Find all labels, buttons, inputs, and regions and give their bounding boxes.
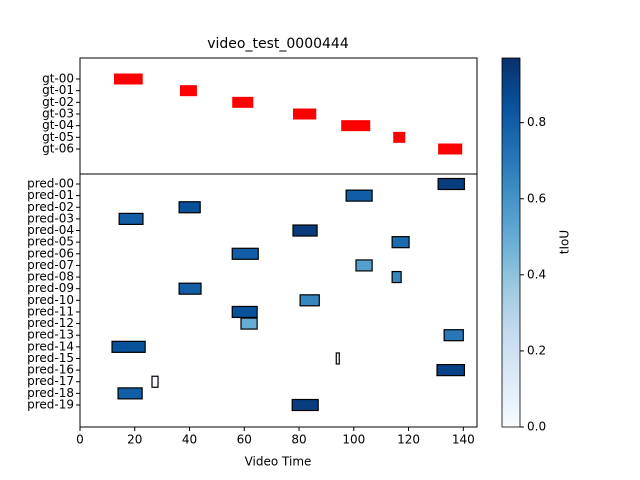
y-tick-label: pred-13 xyxy=(27,328,74,342)
pred-segment xyxy=(391,236,410,249)
y-tick-label: pred-18 xyxy=(27,386,74,400)
pred-segment xyxy=(231,247,259,260)
y-tick-label: gt-03 xyxy=(42,107,74,121)
colorbar xyxy=(501,57,521,428)
pred-segment xyxy=(443,329,464,342)
y-tick-label: pred-17 xyxy=(27,374,74,388)
x-tick-label: 60 xyxy=(237,433,252,447)
pred-segment xyxy=(391,270,402,284)
y-tick-label: pred-12 xyxy=(27,316,74,330)
pred-segment xyxy=(345,189,373,202)
gt-segment xyxy=(179,85,197,97)
y-tick-label: pred-09 xyxy=(27,281,74,295)
x-tick-label: 100 xyxy=(342,433,365,447)
pred-segment xyxy=(178,282,202,295)
colorbar-tick-label: 0.4 xyxy=(527,267,546,281)
pred-segment xyxy=(335,352,340,365)
y-tick-label: pred-10 xyxy=(27,293,74,307)
y-tick-label: pred-04 xyxy=(27,223,74,237)
pred-segment xyxy=(291,398,319,412)
y-tick-label: gt-00 xyxy=(42,72,74,86)
y-tick-label: pred-16 xyxy=(27,363,74,377)
gt-segment xyxy=(293,108,317,120)
x-tick-label: 120 xyxy=(397,433,420,447)
y-tick-label: pred-07 xyxy=(27,258,74,272)
y-tick-label: pred-14 xyxy=(27,339,74,353)
y-tick-label: pred-06 xyxy=(27,246,74,260)
y-tick-label: gt-06 xyxy=(42,142,74,156)
y-tick-label: pred-05 xyxy=(27,235,74,249)
y-tick-label: gt-05 xyxy=(42,130,74,144)
x-tick-label: 140 xyxy=(452,433,475,447)
colorbar-tick-label: 0.0 xyxy=(527,420,546,434)
x-tick-label: 0 xyxy=(76,433,84,447)
y-tick-label: gt-01 xyxy=(42,83,74,97)
pred-segment xyxy=(111,340,146,353)
colorbar-tick-label: 0.6 xyxy=(527,191,546,205)
gt-segment xyxy=(341,120,371,132)
pred-segment xyxy=(436,364,466,377)
colorbar-tick-label: 0.8 xyxy=(527,115,546,129)
y-tick-label: pred-00 xyxy=(27,177,74,191)
pred-segment xyxy=(292,224,318,237)
pred-segment xyxy=(117,387,143,400)
y-tick-label: pred-08 xyxy=(27,270,74,284)
y-tick-label: pred-19 xyxy=(27,398,74,412)
y-tick-label: pred-15 xyxy=(27,351,74,365)
x-axis-label: Video Time xyxy=(245,455,312,469)
y-tick-label: pred-01 xyxy=(27,188,74,202)
y-tick-label: pred-02 xyxy=(27,200,74,214)
pred-segment xyxy=(118,212,144,225)
gt-segment xyxy=(393,131,406,143)
colorbar-tick-label: 0.2 xyxy=(527,343,546,357)
pred-segment xyxy=(437,177,466,191)
y-tick-label: gt-02 xyxy=(42,95,74,109)
x-tick-label: 40 xyxy=(182,433,197,447)
gt-segment xyxy=(113,73,143,85)
x-tick-label: 20 xyxy=(127,433,142,447)
y-tick-label: gt-04 xyxy=(42,118,74,132)
gt-segment xyxy=(232,96,254,108)
pred-segment xyxy=(151,375,159,388)
gt-segment xyxy=(438,143,463,155)
y-tick-label: pred-03 xyxy=(27,211,74,225)
colorbar-label: tIoU xyxy=(558,230,572,254)
pred-segment xyxy=(355,259,373,272)
pred-segment xyxy=(240,317,258,330)
pred-segment xyxy=(178,201,201,214)
chart-title: video_test_0000444 xyxy=(207,36,349,52)
y-tick-label: pred-11 xyxy=(27,304,74,318)
pred-segment xyxy=(299,294,320,307)
pred-segment xyxy=(231,305,258,319)
x-tick-label: 80 xyxy=(291,433,306,447)
